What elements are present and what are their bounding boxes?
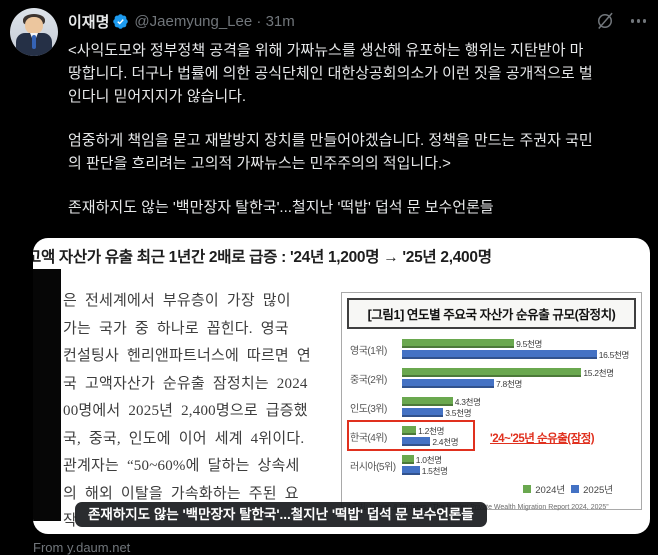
bar-2025년 bbox=[402, 379, 495, 388]
paragraph-2: 엄중하게 책임을 묻고 재발방지 장치를 만들어야겠습니다. 정책을 만드는 주… bbox=[68, 132, 593, 172]
article-line: 국, 중국, 인도에 이어 세계 4위이다. bbox=[63, 430, 305, 447]
chart-row: 영국(1위) 9.5천명 16.5천명 bbox=[350, 338, 637, 360]
chart-highlight-box bbox=[347, 420, 475, 451]
chart-row: 러시아(5위) 1.0천명 1.5천명 bbox=[350, 454, 637, 476]
bar-2025년 bbox=[402, 408, 444, 417]
bar-2024년 bbox=[402, 339, 515, 348]
attribution-link[interactable]: From y.daum.net bbox=[33, 540, 131, 555]
bar-value-label: 7.8천명 bbox=[496, 378, 522, 389]
bar-line: 4.3천명 bbox=[402, 396, 481, 407]
chart-row: 중국(2위) 15.2천명 7.8천명 bbox=[350, 367, 637, 389]
bar-line: 1.0천명 bbox=[402, 454, 448, 465]
bar-value-label: 4.3천명 bbox=[454, 396, 481, 407]
article-line: 컨설팅사 헨리앤파트너스에 따르면 연 bbox=[63, 348, 311, 364]
article-line: 국 고액자산가 순유출 잠정치는 2024 bbox=[63, 375, 308, 392]
bar-value-label: 3.5천명 bbox=[445, 407, 472, 418]
bar-line: 16.5천명 bbox=[402, 349, 629, 360]
chart-category-label: 한국(4위) bbox=[350, 432, 387, 444]
bar-value-label: 1.0천명 bbox=[415, 454, 442, 465]
tweet-content: 이재명 @Jaemyung_Lee · 31m bbox=[33, 8, 650, 555]
bar-value-label: 1.5천명 bbox=[421, 465, 448, 476]
bar-line: 9.5천명 bbox=[402, 338, 629, 349]
tweet-header: 이재명 @Jaemyung_Lee · 31m bbox=[68, 10, 646, 32]
bar-group: 15.2천명 7.8천명 bbox=[402, 367, 614, 389]
avatar-tie bbox=[32, 35, 36, 49]
dot-separator: · bbox=[256, 12, 262, 30]
paragraph-1: <사익도모와 정부정책 공격을 위해 가짜뉴스를 생산해 유포하는 행위는 지탄… bbox=[68, 42, 593, 105]
bar-line: 3.5천명 bbox=[402, 407, 481, 418]
chart-category-label: 영국(1위) bbox=[350, 345, 387, 357]
bar-2024년 bbox=[402, 426, 417, 435]
bar-line: 2.4천명 bbox=[402, 436, 459, 447]
bar-2025년 bbox=[402, 437, 431, 446]
article-line: 가는 국가 중 하나로 꼽힌다. 영국 bbox=[63, 320, 289, 337]
article-line: 의 해외 이탈을 가속화하는 주된 요 bbox=[63, 485, 299, 502]
bar-line: 1.5천명 bbox=[402, 465, 448, 476]
more-options-icon[interactable] bbox=[630, 19, 646, 23]
article-line: 작 bbox=[63, 513, 78, 529]
bar-line: 1.2천명 bbox=[402, 425, 458, 436]
bar-group: 1.0천명 1.5천명 bbox=[402, 454, 448, 476]
bar-value-label: 1.2천명 bbox=[418, 425, 445, 436]
bar-value-label: 16.5천명 bbox=[598, 349, 630, 360]
bar-group: 4.3천명 3.5천명 bbox=[402, 396, 481, 418]
article-line: 관계자는 “50~60%에 달하는 상속세 bbox=[63, 458, 300, 474]
bar-value-label: 9.5천명 bbox=[516, 338, 543, 349]
legend-label: 2025년 bbox=[583, 485, 613, 496]
chart-category-label: 중국(2위) bbox=[350, 374, 387, 386]
media-wrap: 고액 자산가 유출 최근 1년간 2배로 급증 : '24년 1,200명 → … bbox=[33, 238, 650, 555]
legend-swatch-icon bbox=[571, 485, 580, 493]
bar-2025년 bbox=[402, 466, 420, 475]
bar-2024년 bbox=[402, 368, 582, 377]
verified-badge-icon bbox=[113, 13, 129, 29]
chart-row: 인도(3위) 4.3천명 3.5천명 bbox=[350, 396, 637, 418]
tweet-text: <사익도모와 정부정책 공격을 위해 가짜뉴스를 생산해 유포하는 행위는 지탄… bbox=[68, 39, 646, 219]
legend-label: 2024년 bbox=[535, 485, 566, 496]
image-black-band bbox=[33, 269, 61, 521]
handle[interactable]: @Jaemyung_Lee bbox=[134, 12, 253, 30]
article-line: 00명에서 2025년 2,400명으로 급증했 bbox=[63, 403, 308, 419]
article-line: 은 전세계에서 부유층이 가장 많이 bbox=[63, 293, 291, 309]
display-name[interactable]: 이재명 bbox=[68, 13, 110, 31]
bar-group: 1.2천명 2.4천명 bbox=[402, 425, 459, 447]
chart-category-label: 인도(3위) bbox=[350, 403, 387, 415]
avatar[interactable] bbox=[10, 8, 58, 56]
chart-category-label: 러시아(5위) bbox=[350, 461, 396, 473]
paragraph-3: 존재하지도 않는 '백만장자 탈한국'...철지난 '떡밥' 덥석 문 보수언론… bbox=[68, 199, 494, 216]
bar-value-label: 15.2천명 bbox=[583, 367, 614, 378]
chart-row: 한국(4위) 1.2천명 2.4천명 '24~'25년 순유출(잠정) bbox=[347, 420, 637, 451]
bar-2025년 bbox=[402, 350, 597, 359]
embedded-image[interactable]: 고액 자산가 유출 최근 1년간 2배로 급증 : '24년 1,200명 → … bbox=[33, 238, 650, 534]
bar-2024년 bbox=[402, 397, 453, 406]
timestamp[interactable]: 31m bbox=[265, 12, 295, 30]
image-headline: 고액 자산가 유출 최근 1년간 2배로 급증 : '24년 1,200명 → … bbox=[33, 249, 492, 266]
legend-swatch-icon bbox=[523, 485, 532, 493]
bar-group: 9.5천명 16.5천명 bbox=[402, 338, 629, 360]
grok-icon[interactable] bbox=[595, 11, 615, 31]
bar-line: 7.8천명 bbox=[402, 378, 614, 389]
image-caption-pill: 존재하지도 않는 '백만장자 탈한국'...철지난 '떡밥' 덥석 문 보수언론… bbox=[75, 502, 487, 527]
chart-legend: 2024년 2025년 bbox=[346, 482, 637, 496]
handle-and-time[interactable]: @Jaemyung_Lee · 31m bbox=[134, 13, 294, 30]
chart-figure: [그림1] 연도별 주요국 자산가 순유출 규모(잠정치) 영국(1위) 9.5천… bbox=[341, 292, 642, 511]
header-actions bbox=[595, 11, 646, 31]
avatar-face bbox=[25, 17, 43, 34]
avatar-column bbox=[10, 8, 58, 555]
bar-line: 15.2천명 bbox=[402, 367, 614, 378]
chart-title: [그림1] 연도별 주요국 자산가 순유출 규모(잠정치) bbox=[347, 298, 636, 329]
bar-value-label: 2.4천명 bbox=[432, 436, 459, 447]
bar-2024년 bbox=[402, 455, 414, 464]
chart-annotation: '24~'25년 순유출(잠정) bbox=[490, 433, 595, 445]
